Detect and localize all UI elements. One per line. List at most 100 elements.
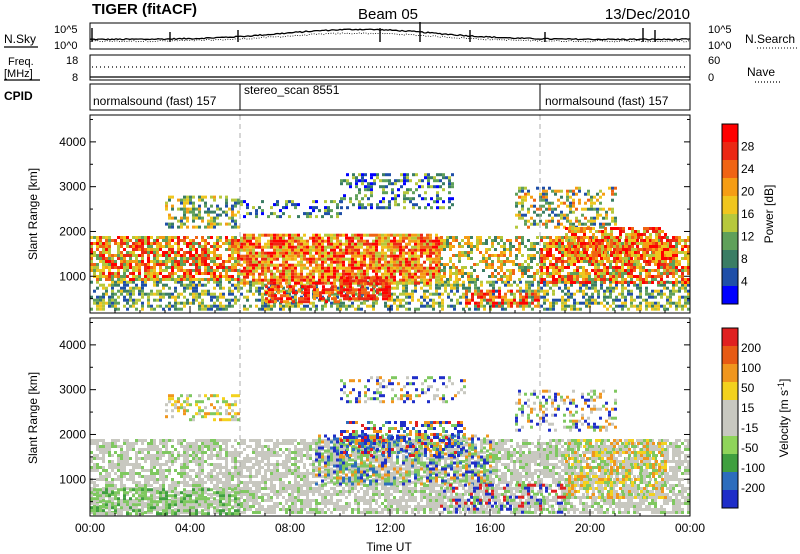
power-cell xyxy=(476,239,479,242)
power-cell xyxy=(274,300,277,304)
power-cell xyxy=(255,209,258,213)
power-cell xyxy=(355,288,358,292)
power-cell xyxy=(252,292,255,296)
power-cell xyxy=(420,239,423,243)
power-cell xyxy=(111,257,114,260)
power-cell xyxy=(156,292,159,296)
power-cell xyxy=(352,279,355,283)
power-cell xyxy=(587,189,590,193)
power-cell xyxy=(645,292,648,296)
power-cell xyxy=(213,195,216,199)
power-cell xyxy=(258,206,261,210)
power-cell xyxy=(333,242,336,246)
power-cell xyxy=(652,254,655,257)
power-cell xyxy=(551,219,554,223)
power-cell xyxy=(255,278,258,282)
power-cell xyxy=(521,186,524,190)
power-cell xyxy=(543,242,546,245)
power-cell xyxy=(231,207,234,211)
power-cell xyxy=(672,263,675,266)
power-cell xyxy=(318,248,321,252)
power-cell xyxy=(438,286,441,290)
power-cell xyxy=(603,295,606,299)
power-cell xyxy=(675,304,678,308)
power-cell xyxy=(599,222,602,226)
power-cell xyxy=(423,289,426,293)
velocity-cell xyxy=(120,460,123,463)
power-cell xyxy=(524,222,527,226)
colorbar-segment xyxy=(722,268,738,287)
power-cell xyxy=(566,195,569,199)
power-cell xyxy=(222,295,225,299)
power-cell xyxy=(192,298,195,302)
power-cell xyxy=(369,242,372,246)
power-cell xyxy=(340,288,343,292)
power-cell xyxy=(570,281,573,284)
power-cell xyxy=(129,280,132,284)
power-cell xyxy=(294,295,297,299)
power-cell xyxy=(357,251,360,255)
power-cell xyxy=(367,291,370,295)
power-cell xyxy=(171,260,174,263)
power-cell xyxy=(669,281,672,284)
velocity-cell xyxy=(99,490,102,493)
power-cell xyxy=(611,192,614,196)
power-cell xyxy=(474,301,477,305)
power-cell xyxy=(177,307,180,311)
power-cell xyxy=(165,239,168,242)
power-cell xyxy=(567,239,570,242)
velocity-cell xyxy=(93,505,96,508)
power-cell xyxy=(618,304,621,308)
power-cell xyxy=(318,272,321,276)
power-cell xyxy=(165,275,168,278)
power-cell xyxy=(657,263,660,266)
power-cell xyxy=(213,245,216,248)
power-cell xyxy=(301,291,304,295)
power-cell xyxy=(429,242,432,246)
power-cell xyxy=(498,286,501,290)
power-cell xyxy=(533,257,536,260)
power-cell xyxy=(524,195,527,199)
power-cell xyxy=(279,307,282,311)
power-cell xyxy=(503,263,506,266)
power-cell xyxy=(252,245,255,249)
power-cell xyxy=(574,251,577,254)
power-cell xyxy=(264,272,267,276)
power-cell xyxy=(655,245,658,248)
power-cell xyxy=(171,239,174,242)
power-cell xyxy=(516,289,519,293)
power-cell xyxy=(138,245,141,248)
power-cell xyxy=(678,301,681,305)
power-cell xyxy=(177,275,180,278)
power-cell xyxy=(180,254,183,257)
power-cell xyxy=(387,245,390,249)
power-cell xyxy=(488,266,491,269)
power-cell xyxy=(467,272,470,275)
power-cell xyxy=(581,222,584,226)
power-cell xyxy=(552,272,555,275)
power-cell xyxy=(177,295,180,299)
power-cell xyxy=(261,292,264,296)
power-cell xyxy=(468,289,471,293)
power-cell xyxy=(637,251,640,254)
power-cell xyxy=(298,300,301,304)
power-cell xyxy=(291,251,294,255)
power-cell xyxy=(138,292,141,296)
power-cell xyxy=(615,266,618,269)
power-cell xyxy=(399,239,402,243)
power-cell xyxy=(360,269,363,273)
power-cell xyxy=(312,200,315,204)
power-cell xyxy=(207,225,210,229)
power-cell xyxy=(363,263,366,267)
power-cell xyxy=(456,301,459,305)
power-cell xyxy=(606,269,609,272)
power-cell xyxy=(424,173,427,177)
power-cell xyxy=(600,281,603,284)
velocity-cell xyxy=(117,493,120,496)
beam-title: Beam 05 xyxy=(358,6,418,23)
power-cell xyxy=(669,263,672,266)
power-cell xyxy=(165,242,168,245)
power-cell xyxy=(414,272,417,276)
power-cell xyxy=(292,285,295,289)
power-cell xyxy=(558,236,561,239)
